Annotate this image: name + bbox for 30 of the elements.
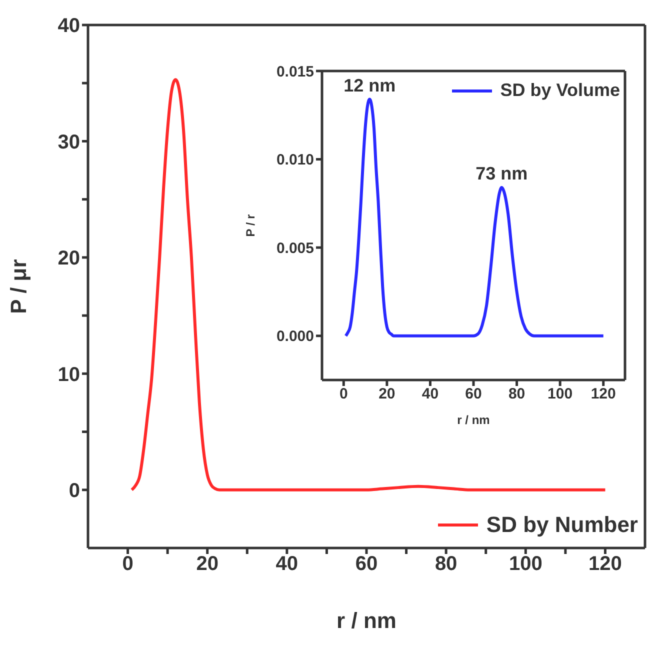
x-tick-label: 20 [196, 553, 218, 576]
x-tick-label: 120 [590, 386, 616, 403]
x-tick-label: 0 [339, 386, 348, 403]
x-tick-label: 40 [422, 386, 439, 403]
x-tick-label: 80 [508, 386, 526, 403]
x-tick-label: 20 [378, 386, 396, 403]
legend-label: SD by Number [486, 512, 638, 538]
y-tick-label: 0.015 [276, 63, 314, 80]
y-tick-label: 0 [68, 480, 80, 502]
x-tick-label: 100 [508, 553, 542, 576]
y-tick-label: 10 [58, 364, 80, 386]
x-tick-label: 100 [548, 386, 573, 403]
y-tick-label: 0.000 [276, 328, 314, 346]
x-tick-label: 0 [122, 553, 134, 576]
x-tick-label: 60 [465, 386, 482, 403]
x-tick-label: 60 [355, 553, 378, 576]
x-tick-label: 120 [588, 553, 622, 576]
legend-label: SD by Volume [500, 80, 620, 101]
y-axis-title: P / μr [6, 258, 31, 314]
y-tick-label: 30 [58, 131, 80, 154]
annotation: 12 nm [344, 75, 396, 96]
annotation: 73 nm [476, 164, 528, 184]
x-axis-title: r / nm [336, 608, 396, 633]
y-tick-label: 0.010 [276, 152, 314, 169]
y-axis-title: P / r [243, 214, 258, 237]
y-tick-label: 0.005 [276, 240, 314, 257]
y-tick-label: 40 [58, 15, 80, 38]
x-axis-title: r / nm [457, 413, 490, 427]
y-tick-label: 20 [58, 248, 80, 270]
x-tick-label: 80 [434, 553, 458, 576]
